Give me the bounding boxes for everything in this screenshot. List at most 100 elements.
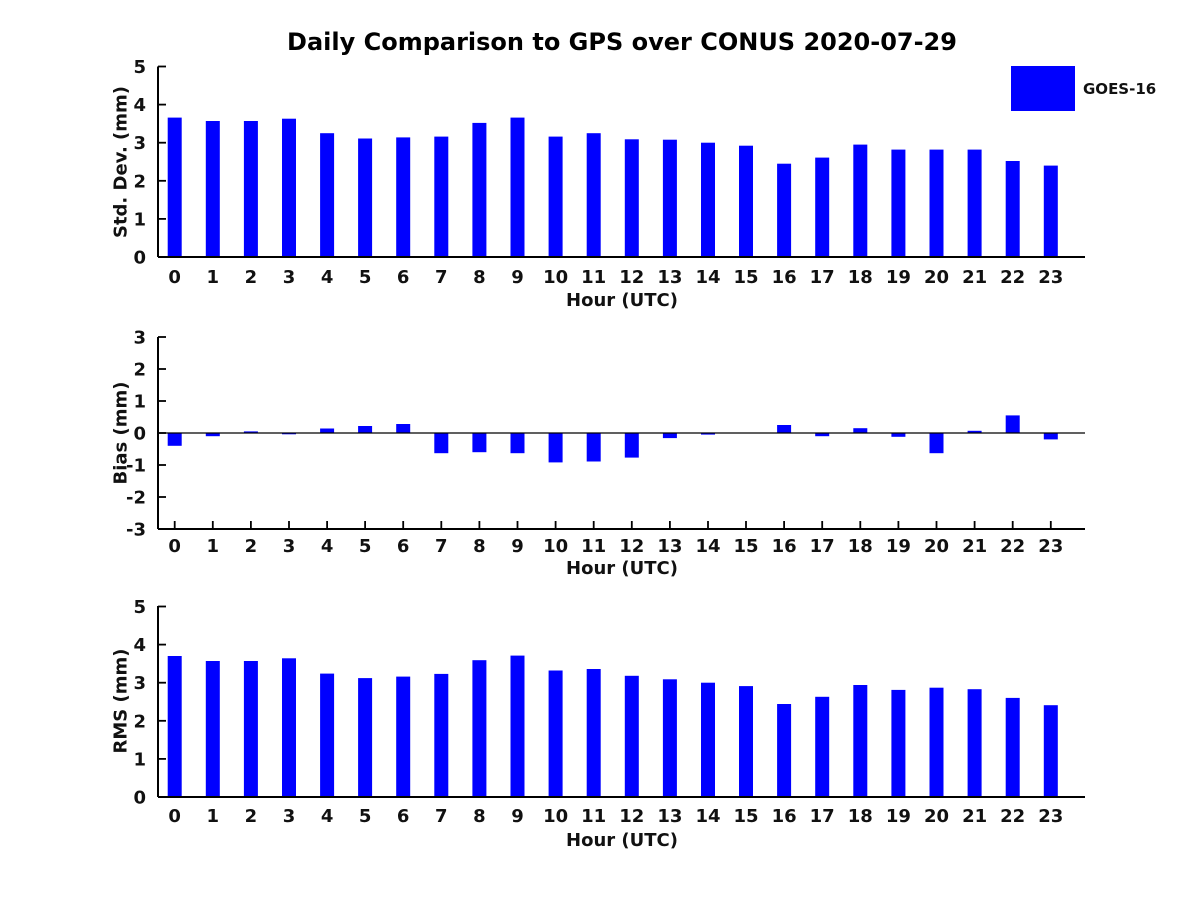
bar [929, 433, 944, 454]
x-tick-label: 6 [397, 267, 410, 288]
bar [548, 670, 563, 797]
x-tick-label: 2 [245, 806, 258, 827]
bar [586, 133, 601, 257]
x-tick-label: 12 [619, 267, 644, 288]
x-tick-label: 22 [1000, 536, 1025, 557]
x-tick-label: 20 [924, 267, 949, 288]
x-tick-label: 14 [695, 267, 720, 288]
bar [510, 117, 525, 257]
bar [701, 682, 715, 797]
bar [777, 704, 792, 797]
bar [358, 678, 373, 797]
x-tick-label: 17 [810, 267, 835, 288]
bar [1043, 433, 1058, 440]
x-tick-label: 7 [435, 806, 448, 827]
y-tick-label: 1 [133, 392, 146, 413]
x-tick-label: 23 [1038, 536, 1063, 557]
y-tick-label: 0 [133, 248, 146, 269]
bar [282, 658, 296, 797]
x-tick-label: 11 [581, 536, 606, 557]
x-tick-label: 8 [473, 806, 486, 827]
bar [358, 138, 373, 257]
x-tick-label: 22 [1000, 806, 1025, 827]
x-tick-label: 0 [168, 536, 181, 557]
bar [853, 685, 868, 797]
x-tick-label: 2 [245, 267, 258, 288]
bar [967, 149, 982, 257]
bar [701, 142, 715, 257]
bar [434, 673, 449, 797]
bar [662, 679, 677, 797]
x-tick-label: 6 [397, 536, 410, 557]
bar [243, 121, 258, 257]
x-tick-label: 14 [695, 806, 720, 827]
bar [891, 149, 906, 257]
bar [777, 163, 792, 257]
x-tick-label: 4 [321, 267, 334, 288]
x-tick-label: 23 [1038, 267, 1063, 288]
bar [815, 157, 830, 257]
y-tick-label: 5 [133, 57, 146, 78]
bar [167, 117, 182, 257]
bar [815, 696, 830, 797]
y-tick-label: 2 [133, 360, 146, 381]
legend-label-goes16: GOES-16 [1083, 79, 1157, 98]
x-tick-label: 16 [772, 806, 797, 827]
bar [1043, 705, 1058, 797]
bar [320, 428, 335, 433]
x-tick-label: 10 [543, 267, 568, 288]
y-tick-label: 4 [133, 635, 146, 656]
y-tick-label: -3 [126, 520, 146, 541]
y-tick-label: -1 [126, 456, 146, 477]
x-tick-label: 21 [962, 806, 987, 827]
x-tick-label: 22 [1000, 267, 1025, 288]
x-tick-label: 9 [511, 806, 524, 827]
ylabel-rms: RMS (mm) [110, 648, 132, 754]
bar [472, 433, 487, 453]
bar [282, 118, 296, 257]
bar [472, 122, 487, 258]
x-tick-label: 11 [581, 806, 606, 827]
x-tick-label: 10 [543, 806, 568, 827]
x-tick-label: 8 [473, 536, 486, 557]
bar [167, 656, 182, 797]
xlabel-hour-utc-middle: Hour (UTC) [566, 558, 678, 579]
bar [929, 687, 944, 797]
y-tick-label: 2 [133, 171, 146, 192]
y-tick-label: -2 [126, 488, 146, 509]
bar [510, 433, 525, 454]
x-tick-label: 23 [1038, 806, 1063, 827]
x-tick-label: 4 [321, 806, 334, 827]
ylabel-std-dev: Std. Dev. (mm) [110, 85, 132, 239]
ylabel-bias: Bias (mm) [110, 381, 132, 485]
x-tick-label: 7 [435, 536, 448, 557]
x-tick-label: 13 [657, 806, 682, 827]
x-tick-label: 13 [657, 267, 682, 288]
bar [205, 661, 220, 797]
y-tick-label: 1 [133, 749, 146, 770]
bar [662, 139, 677, 257]
bar [929, 149, 944, 257]
y-tick-label: 2 [133, 711, 146, 732]
y-tick-label: 5 [133, 597, 146, 618]
x-tick-label: 5 [359, 267, 372, 288]
bar [967, 689, 982, 797]
x-tick-label: 18 [848, 536, 873, 557]
bar [472, 660, 487, 797]
bar [358, 426, 373, 433]
bar [548, 433, 563, 463]
bar [624, 433, 639, 458]
x-tick-label: 3 [283, 267, 296, 288]
x-tick-label: 21 [962, 536, 987, 557]
x-tick-label: 17 [810, 806, 835, 827]
x-tick-label: 5 [359, 806, 372, 827]
x-tick-label: 21 [962, 267, 987, 288]
legend: GOES-16 [1011, 66, 1156, 111]
x-tick-label: 4 [321, 536, 334, 557]
x-tick-label: 3 [283, 806, 296, 827]
x-tick-label: 18 [848, 267, 873, 288]
bar [815, 433, 830, 437]
bar [853, 144, 868, 257]
bar [967, 430, 982, 433]
